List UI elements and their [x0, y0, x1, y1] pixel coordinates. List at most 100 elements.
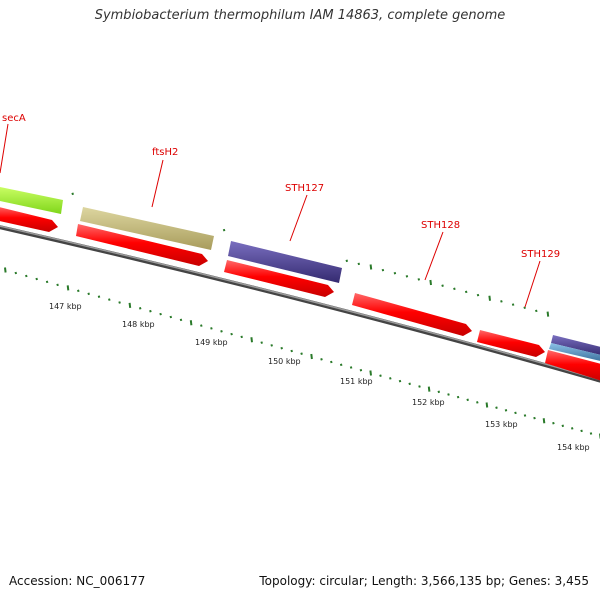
- major-tick: [427, 386, 431, 392]
- gene-label-secA: secA: [2, 113, 26, 124]
- minor-tick: [589, 432, 593, 435]
- gene-label-STH129: STH129: [521, 249, 560, 260]
- steel-feature: [549, 343, 600, 361]
- major-tick: [66, 285, 70, 291]
- minor-tick: [230, 332, 233, 336]
- major-tick: [369, 370, 372, 376]
- genome-backbone: [0, 225, 600, 383]
- minor-tick: [200, 324, 203, 327]
- major-tick: [485, 402, 489, 408]
- major-tick: [250, 337, 253, 343]
- minor-tick: [523, 306, 526, 309]
- kbp-label: 153 kbp: [485, 420, 518, 429]
- major-tick: [429, 279, 432, 286]
- minor-tick: [393, 271, 397, 275]
- label-leaders: [0, 123, 541, 308]
- feature-track: [0, 187, 600, 361]
- minor-tick: [220, 330, 223, 333]
- minor-tick: [514, 411, 517, 415]
- lime-feature: [0, 187, 63, 214]
- minor-tick: [408, 382, 411, 386]
- minor-tick: [466, 398, 469, 402]
- purple-feature: [228, 241, 342, 283]
- minor-tick: [169, 315, 173, 319]
- minor-tick: [339, 363, 343, 367]
- minor-tick: [345, 259, 349, 263]
- cds-arrow: [0, 207, 58, 232]
- kbp-label: 150 kbp: [268, 357, 301, 366]
- cds-arrow: [477, 330, 545, 357]
- leader-secA: [0, 123, 9, 174]
- kbp-label: 154 kbp: [557, 443, 590, 452]
- topology-text: Topology: circular; Length: 3,566,135 bp…: [259, 574, 589, 588]
- minor-tick: [523, 414, 527, 417]
- accession-text: Accession: NC_006177: [9, 574, 146, 588]
- minor-tick: [417, 278, 421, 281]
- minor-tick: [149, 309, 152, 313]
- genome-title: Symbiobacterium thermophilum IAM 14863, …: [94, 8, 506, 23]
- khaki-feature: [80, 207, 214, 250]
- minor-tick: [405, 275, 409, 278]
- gene-label-STH128: STH128: [421, 220, 460, 231]
- minor-tick: [561, 424, 565, 428]
- minor-tick: [418, 385, 421, 388]
- inner-tick-track: [4, 267, 600, 439]
- major-tick: [369, 264, 373, 270]
- minor-tick: [280, 346, 283, 350]
- minor-tick: [240, 335, 243, 339]
- cds-arrow: [224, 260, 334, 297]
- minor-tick: [138, 307, 142, 310]
- major-tick: [488, 295, 491, 301]
- kbp-label: 151 kbp: [340, 377, 373, 386]
- minor-tick: [71, 192, 74, 196]
- minor-tick: [359, 368, 363, 372]
- major-tick: [542, 418, 546, 424]
- minor-tick: [270, 344, 273, 347]
- minor-tick: [453, 287, 456, 291]
- leader-ftsH2: [151, 159, 164, 208]
- minor-tick: [464, 290, 468, 294]
- gene-label-ftsH2: ftsH2: [152, 147, 178, 158]
- major-tick: [4, 267, 7, 273]
- minor-tick: [330, 360, 333, 364]
- minor-tick: [159, 312, 162, 316]
- minor-tick: [77, 289, 80, 293]
- minor-tick: [97, 295, 101, 298]
- minor-tick: [300, 352, 303, 355]
- minor-tick: [210, 327, 213, 330]
- minor-tick: [260, 341, 263, 344]
- minor-tick: [45, 280, 49, 284]
- major-tick: [189, 320, 193, 326]
- minor-tick: [320, 358, 323, 361]
- cds-arrow: [545, 350, 600, 381]
- kbp-label: 152 kbp: [412, 398, 445, 407]
- major-tick: [546, 311, 550, 317]
- gene-label-STH127: STH127: [285, 183, 324, 194]
- kbp-label: 148 kbp: [122, 320, 155, 329]
- leader-STH127: [289, 194, 308, 242]
- minor-tick: [357, 262, 361, 266]
- leader-STH128: [424, 231, 444, 281]
- minor-tick: [476, 401, 479, 404]
- cds-track: [0, 207, 600, 381]
- cds-arrow: [352, 293, 472, 336]
- minor-tick: [447, 393, 450, 396]
- minor-tick: [118, 301, 121, 304]
- minor-tick: [179, 318, 183, 322]
- purple-feature-2: [551, 335, 600, 355]
- minor-tick: [456, 395, 460, 399]
- minor-tick: [108, 298, 111, 301]
- minor-tick: [290, 349, 293, 353]
- cds-arrow: [76, 224, 208, 266]
- minor-tick: [495, 406, 498, 409]
- minor-tick: [349, 366, 353, 369]
- minor-tick: [533, 416, 536, 420]
- major-tick: [128, 302, 132, 309]
- minor-tick: [35, 277, 38, 281]
- kbp-label: 147 kbp: [49, 302, 82, 311]
- minor-tick: [25, 274, 28, 278]
- minor-tick: [379, 374, 382, 377]
- minor-tick: [504, 409, 508, 412]
